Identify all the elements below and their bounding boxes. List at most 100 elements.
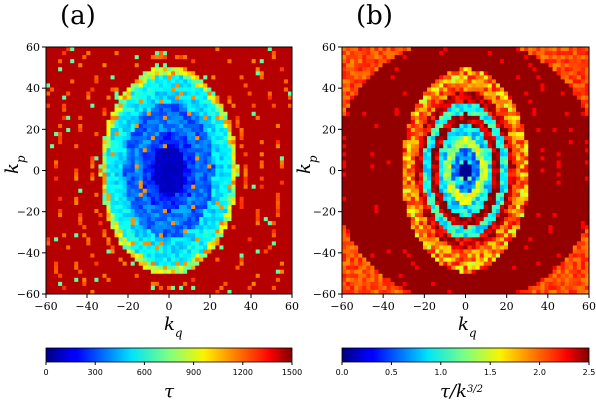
heatmap-cell bbox=[86, 245, 91, 250]
heatmap-cell bbox=[94, 253, 99, 258]
heatmap-cell bbox=[122, 127, 128, 133]
heatmap-cell bbox=[263, 115, 269, 121]
heatmap-cell bbox=[130, 269, 136, 275]
heatmap-cell bbox=[82, 249, 87, 254]
heatmap-cell bbox=[187, 204, 192, 210]
heatmap-cell bbox=[215, 188, 220, 194]
heatmap-cell bbox=[414, 289, 420, 295]
heatmap-cell bbox=[219, 47, 224, 52]
heatmap-cell bbox=[98, 184, 103, 190]
heatmap-cell bbox=[154, 87, 160, 92]
heatmap-cell bbox=[50, 192, 55, 198]
heatmap-cell bbox=[142, 273, 148, 279]
heatmap-cell bbox=[199, 63, 204, 68]
heatmap-cell bbox=[255, 47, 261, 52]
heatmap-cell bbox=[410, 285, 416, 291]
heatmap-cell bbox=[122, 59, 128, 64]
heatmap-cell bbox=[211, 172, 216, 177]
heatmap-cell bbox=[203, 176, 208, 182]
heatmap-cell bbox=[259, 168, 265, 173]
heatmap-cell bbox=[78, 241, 83, 246]
heatmap-cell bbox=[62, 111, 67, 117]
heatmap-cell bbox=[158, 67, 164, 72]
heatmap-cell bbox=[102, 257, 107, 263]
heatmap-cell bbox=[46, 196, 51, 202]
heatmap-cell bbox=[130, 152, 136, 157]
heatmap-cell bbox=[283, 63, 289, 68]
heatmap-cell bbox=[215, 253, 220, 258]
heatmap-cell bbox=[283, 152, 289, 157]
heatmap-cell bbox=[358, 111, 363, 117]
heatmap-cell bbox=[414, 51, 420, 56]
heatmap-cell bbox=[259, 51, 265, 56]
heatmap-cell bbox=[175, 217, 180, 222]
heatmap-cell bbox=[146, 176, 152, 182]
heatmap-cell bbox=[247, 107, 253, 113]
heatmap-cell bbox=[66, 289, 71, 295]
heatmap-cell bbox=[62, 225, 67, 230]
heatmap-cell bbox=[406, 289, 412, 295]
heatmap-cell bbox=[219, 55, 224, 60]
heatmap-cell bbox=[267, 156, 273, 161]
heatmap-cell bbox=[223, 289, 228, 295]
heatmap-cell bbox=[179, 87, 184, 92]
heatmap-cell bbox=[110, 87, 115, 92]
heatmap-cell bbox=[211, 160, 216, 165]
heatmap-cell bbox=[110, 51, 115, 56]
heatmap-cell bbox=[239, 196, 244, 202]
heatmap-cell bbox=[66, 160, 71, 165]
heatmap-cell bbox=[203, 95, 208, 101]
heatmap-cell bbox=[70, 160, 75, 165]
heatmap-cell bbox=[215, 47, 220, 52]
heatmap-cell bbox=[175, 168, 180, 173]
heatmap-cell bbox=[390, 51, 396, 56]
heatmap-cell bbox=[263, 233, 269, 238]
heatmap-cell bbox=[227, 132, 232, 137]
heatmap-cell bbox=[386, 253, 391, 258]
heatmap-cell bbox=[235, 265, 240, 271]
heatmap-cell bbox=[267, 204, 273, 210]
heatmap-cell bbox=[150, 180, 156, 186]
heatmap-cell bbox=[102, 140, 107, 145]
heatmap-cell bbox=[223, 213, 228, 218]
heatmap-cell bbox=[146, 111, 152, 117]
heatmap-cell bbox=[382, 277, 387, 283]
heatmap-cell bbox=[146, 144, 152, 149]
panel-a-letter: (a) bbox=[60, 1, 96, 31]
heatmap-cell bbox=[74, 83, 79, 88]
heatmap-cell bbox=[54, 87, 59, 92]
heatmap-cell bbox=[166, 140, 172, 145]
heatmap-cell bbox=[279, 148, 285, 153]
heatmap-cell bbox=[130, 217, 136, 222]
heatmap-cell bbox=[418, 184, 424, 190]
heatmap-cell bbox=[171, 83, 176, 88]
heatmap-cell bbox=[106, 160, 111, 165]
heatmap-cell bbox=[267, 200, 273, 206]
heatmap-cell bbox=[134, 67, 140, 72]
heatmap-cell bbox=[118, 213, 124, 218]
heatmap-cell bbox=[94, 132, 99, 137]
heatmap-cell bbox=[374, 75, 379, 80]
heatmap-cell bbox=[191, 249, 196, 254]
heatmap-cell bbox=[382, 160, 387, 165]
heatmap-cell bbox=[162, 200, 168, 206]
heatmap-cell bbox=[410, 233, 416, 238]
heatmap-cell bbox=[370, 188, 375, 194]
heatmap-cell bbox=[243, 144, 249, 149]
heatmap-cell bbox=[350, 115, 355, 121]
heatmap-cell bbox=[98, 217, 103, 222]
heatmap-cell bbox=[386, 67, 391, 72]
heatmap-cell bbox=[382, 83, 387, 88]
heatmap-cell bbox=[166, 156, 172, 161]
heatmap-cell bbox=[187, 75, 192, 80]
heatmap-cell bbox=[402, 217, 408, 222]
heatmap-cell bbox=[58, 111, 63, 117]
heatmap-cell bbox=[255, 168, 261, 173]
heatmap-cell bbox=[195, 277, 200, 283]
heatmap-cell bbox=[227, 47, 232, 52]
heatmap-cell bbox=[394, 51, 400, 56]
heatmap-cell bbox=[199, 132, 204, 137]
heatmap-cell bbox=[134, 95, 140, 101]
heatmap-cell bbox=[98, 261, 103, 267]
heatmap-cell bbox=[267, 148, 273, 153]
